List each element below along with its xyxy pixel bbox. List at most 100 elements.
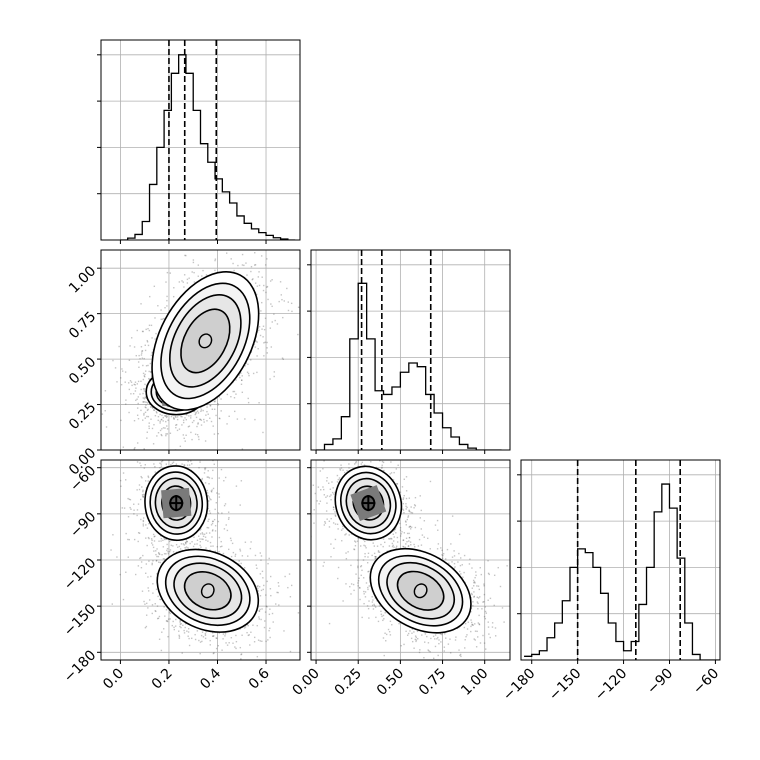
sample-point bbox=[157, 432, 160, 434]
sample-point bbox=[136, 442, 139, 444]
sample-point bbox=[173, 626, 175, 629]
sample-point bbox=[263, 584, 265, 587]
sample-point bbox=[161, 460, 164, 462]
sample-point bbox=[247, 372, 250, 375]
sample-point bbox=[146, 602, 148, 605]
sample-point bbox=[264, 611, 267, 613]
sample-point bbox=[250, 265, 253, 268]
sample-point bbox=[197, 412, 200, 414]
sample-point bbox=[230, 395, 232, 398]
sample-point bbox=[172, 295, 175, 298]
sample-point bbox=[337, 478, 339, 481]
sample-point bbox=[150, 354, 153, 357]
sample-point bbox=[139, 393, 141, 395]
sample-point bbox=[200, 431, 201, 432]
sample-point bbox=[290, 584, 293, 587]
sample-point bbox=[175, 416, 177, 419]
sample-point bbox=[137, 380, 140, 383]
sample-point bbox=[145, 401, 147, 403]
sample-point bbox=[211, 530, 214, 532]
sample-point bbox=[148, 378, 151, 381]
sample-point bbox=[160, 419, 163, 421]
sample-point bbox=[217, 644, 220, 647]
sample-point bbox=[240, 372, 242, 374]
sample-point bbox=[288, 573, 291, 575]
sample-point bbox=[343, 471, 346, 474]
sample-point bbox=[368, 454, 369, 455]
sample-point bbox=[146, 402, 149, 404]
sample-point bbox=[270, 303, 272, 305]
sample-point bbox=[208, 477, 211, 479]
sample-point bbox=[319, 470, 322, 472]
sample-point bbox=[159, 462, 161, 464]
sample-point bbox=[140, 498, 142, 501]
sample-point bbox=[258, 284, 261, 287]
sample-point bbox=[241, 448, 244, 450]
sample-point bbox=[405, 524, 407, 526]
sample-point bbox=[165, 433, 167, 435]
sample-point bbox=[184, 458, 185, 459]
sample-point bbox=[142, 388, 145, 390]
sample-point bbox=[159, 598, 161, 600]
sample-point bbox=[264, 264, 267, 266]
sample-point bbox=[181, 280, 183, 282]
sample-point bbox=[159, 429, 162, 432]
sample-point bbox=[148, 427, 150, 430]
sample-point bbox=[272, 621, 274, 623]
x-tick-label: −180 bbox=[500, 666, 539, 705]
sample-point bbox=[212, 520, 214, 523]
sample-point bbox=[193, 271, 195, 274]
sample-point bbox=[253, 343, 256, 346]
sample-point bbox=[163, 558, 166, 560]
sample-point bbox=[158, 540, 160, 542]
sample-point bbox=[144, 603, 146, 605]
sample-point bbox=[119, 377, 122, 379]
sample-point bbox=[181, 652, 183, 654]
sample-point bbox=[256, 655, 259, 658]
sample-point bbox=[162, 420, 164, 422]
sample-point bbox=[166, 549, 168, 552]
sample-point bbox=[240, 480, 243, 482]
sample-point bbox=[185, 418, 188, 421]
sample-point bbox=[122, 472, 125, 474]
sample-point bbox=[196, 434, 199, 436]
sample-point bbox=[347, 445, 348, 446]
sample-point bbox=[187, 547, 189, 549]
sample-point bbox=[190, 415, 192, 417]
sample-point bbox=[247, 401, 250, 404]
sample-point bbox=[147, 587, 149, 589]
sample-point bbox=[283, 630, 285, 632]
sample-point bbox=[233, 397, 236, 399]
sample-point bbox=[122, 598, 125, 601]
sample-point bbox=[142, 372, 145, 375]
sample-point bbox=[223, 528, 226, 530]
sample-point bbox=[269, 378, 271, 380]
sample-point bbox=[323, 460, 325, 462]
y-tick-label: −150 bbox=[61, 601, 100, 640]
sample-point bbox=[154, 610, 156, 612]
sample-point bbox=[155, 553, 157, 556]
sample-point bbox=[147, 480, 149, 482]
sample-point bbox=[130, 393, 132, 395]
sample-point bbox=[199, 652, 201, 655]
sample-point bbox=[150, 454, 151, 455]
sample-point bbox=[212, 545, 214, 547]
sample-point bbox=[156, 605, 159, 607]
sample-point bbox=[151, 542, 153, 544]
sample-point bbox=[151, 563, 153, 566]
sample-point bbox=[184, 464, 186, 466]
sample-point bbox=[210, 491, 213, 493]
sample-point bbox=[143, 448, 145, 450]
sample-point bbox=[180, 415, 182, 418]
sample-point bbox=[163, 606, 165, 608]
sample-point bbox=[202, 409, 204, 412]
sample-point bbox=[171, 624, 173, 627]
sample-point bbox=[169, 272, 172, 274]
sample-point bbox=[131, 337, 133, 339]
sample-point bbox=[138, 366, 140, 368]
sample-point bbox=[287, 301, 290, 303]
sample-point bbox=[199, 641, 202, 643]
sample-point bbox=[161, 414, 163, 417]
sample-point bbox=[195, 416, 198, 419]
sample-point bbox=[153, 424, 155, 426]
